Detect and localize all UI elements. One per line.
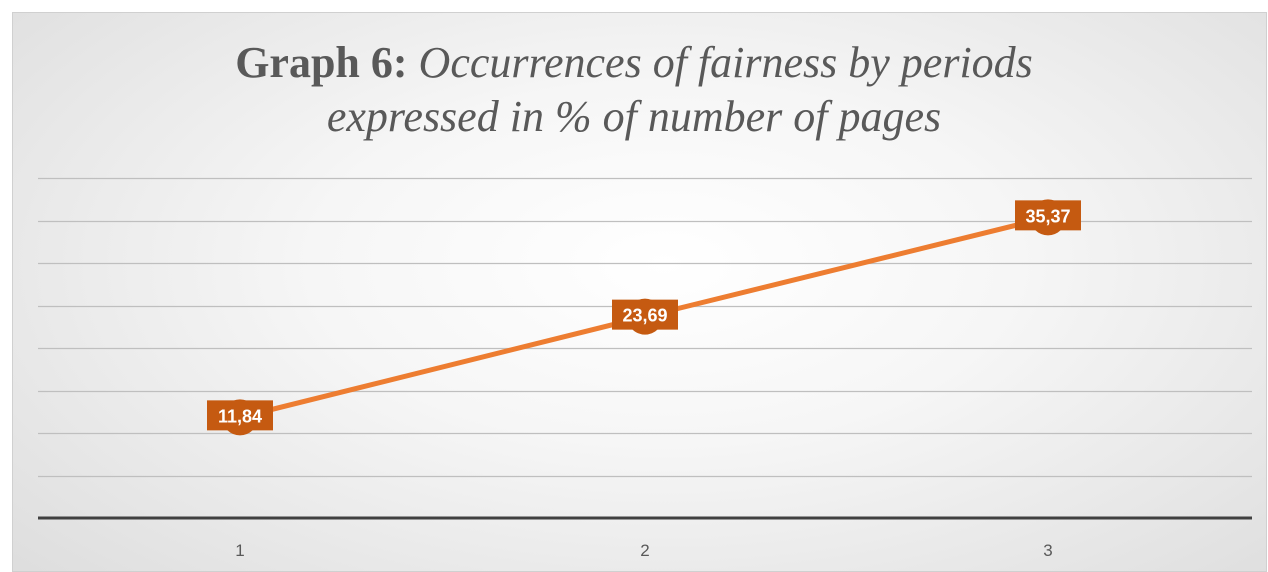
data-label-box [1015,200,1081,231]
chart-title-italic-1: Occurrences of fairness by periods [418,38,1033,87]
data-label: 23,69 [622,306,667,326]
data-label: 35,37 [1025,206,1070,226]
x-tick-label: 2 [640,541,649,560]
chart-title-italic-2: expressed in % of number of pages [326,92,942,141]
x-tick-label: 3 [1043,541,1052,560]
chart-title-bold: Graph 6: [235,38,408,87]
data-label: 11,84 [218,406,262,426]
data-label-box [612,299,678,330]
x-tick-label: 1 [235,541,244,560]
chart-area [12,12,1267,572]
chart-title: Graph 6: Occurrences of fairness by peri… [0,36,1268,144]
data-label-box [207,400,273,431]
chart-title-line-1: Graph 6: Occurrences of fairness by peri… [0,36,1268,90]
